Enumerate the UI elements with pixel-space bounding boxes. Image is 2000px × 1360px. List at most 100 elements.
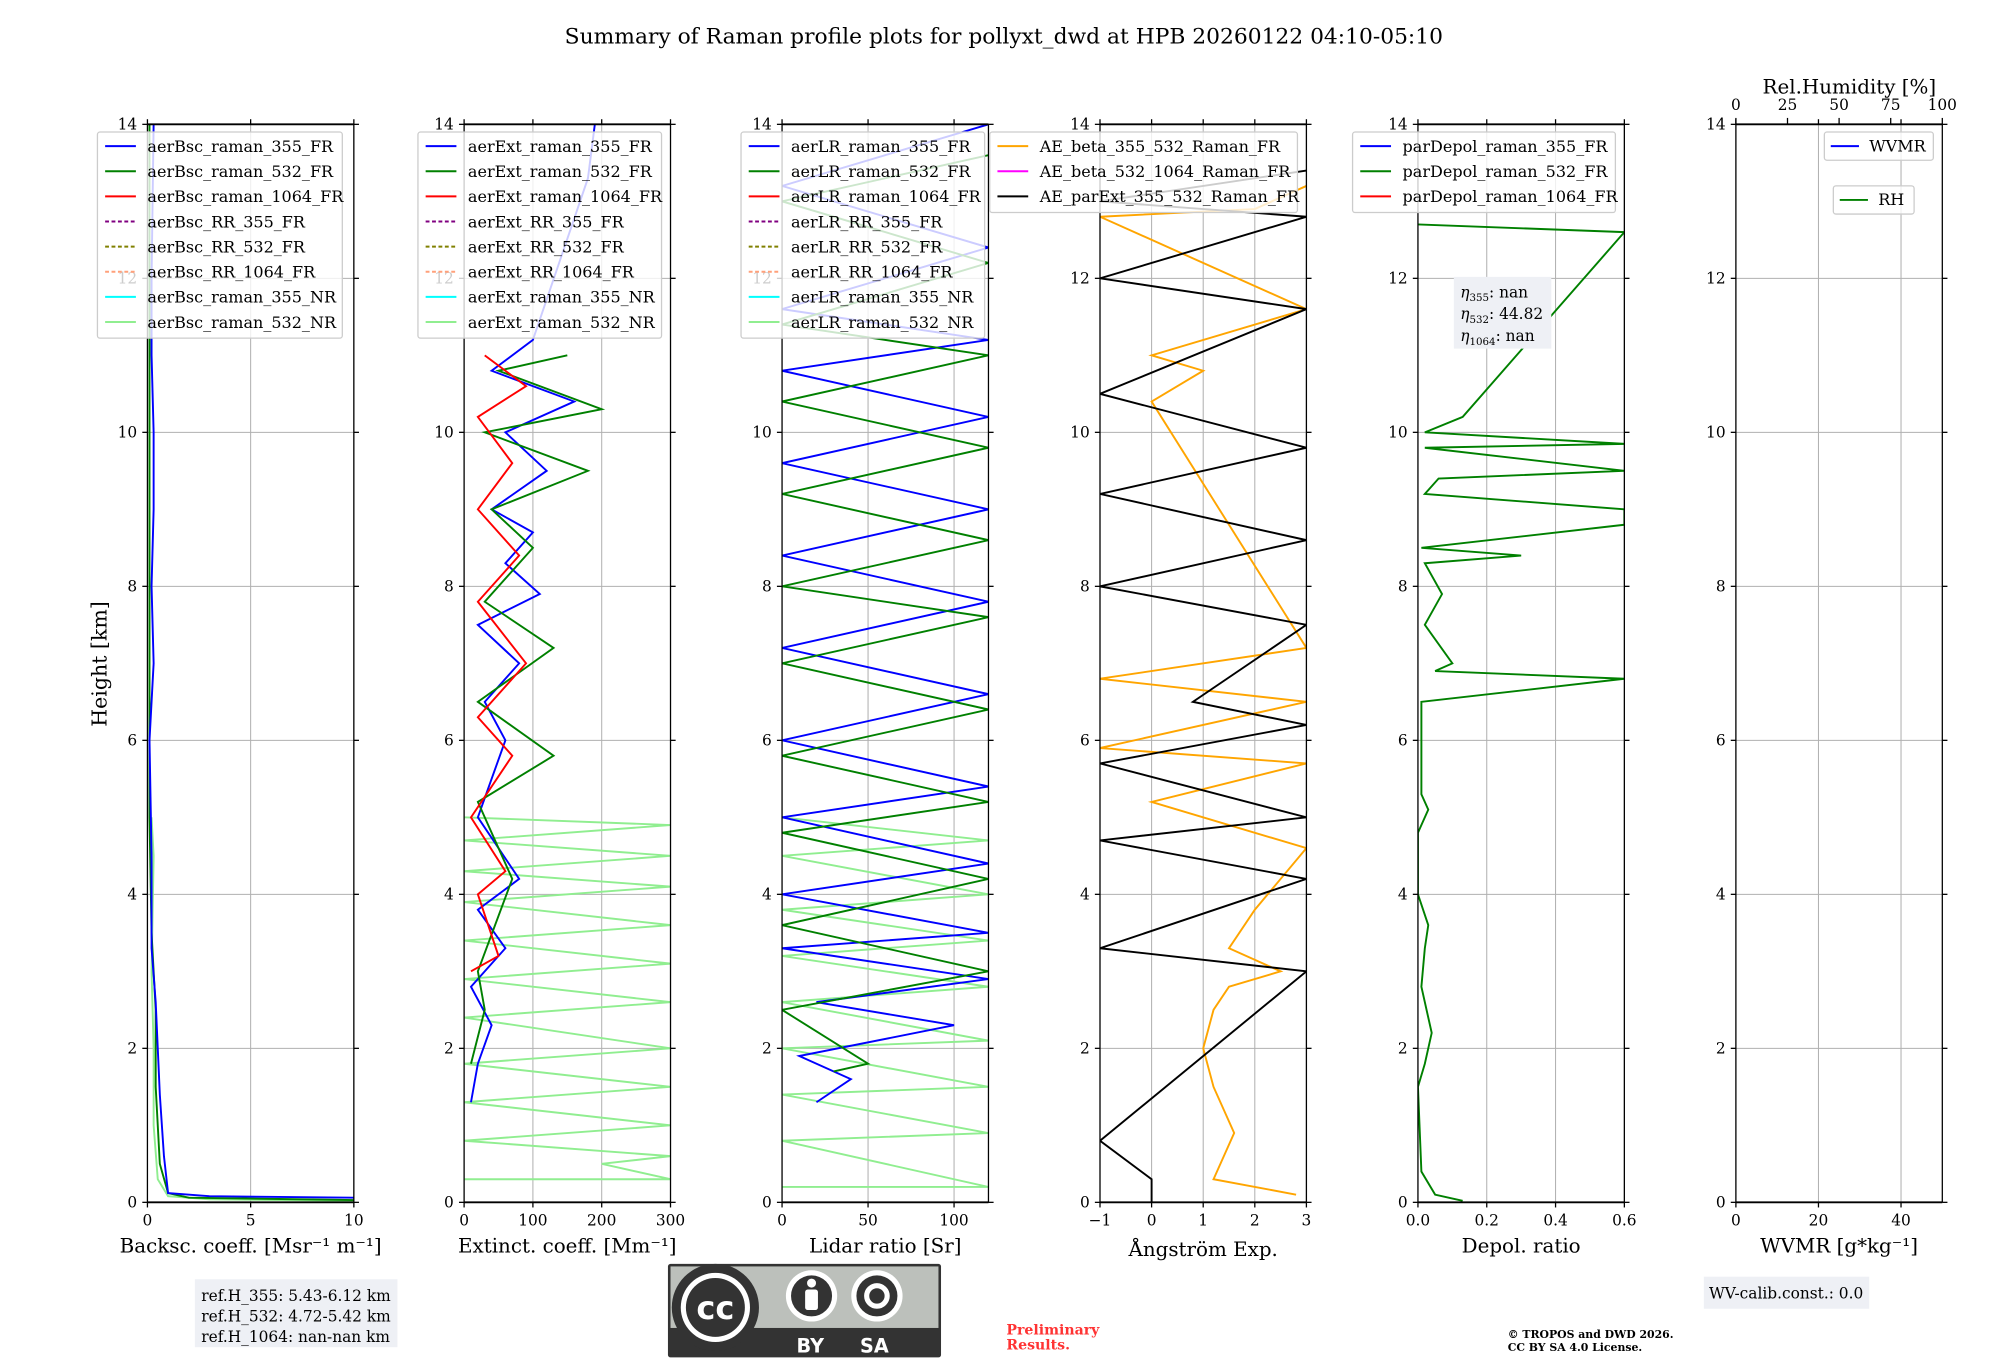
legend-label: aerExt_raman_1064_FR bbox=[468, 187, 663, 206]
top-axis-label: Rel.Humidity [%] bbox=[1763, 76, 1937, 99]
person-icon bbox=[785, 1270, 838, 1322]
series-aerExt_raman_532_FR bbox=[470, 354, 606, 1064]
y-tick-label: 12 bbox=[1706, 269, 1726, 287]
series-group bbox=[782, 124, 989, 1188]
series-aerLR_raman_532_NR bbox=[782, 816, 989, 1188]
preliminary-text: Preliminary bbox=[1006, 1322, 1100, 1338]
ref-height-532: ref.H_532: 4.72-5.42 km bbox=[201, 1308, 391, 1326]
series-aerBsc_raman_355_FR bbox=[148, 124, 354, 1199]
legend-label: aerExt_raman_355_FR bbox=[468, 137, 653, 156]
y-tick-label: 2 bbox=[1398, 1039, 1408, 1057]
legend-box bbox=[1351, 131, 1617, 214]
x-tick-label: 0 bbox=[143, 1211, 153, 1229]
y-tick-label: 0 bbox=[762, 1193, 772, 1211]
ref-height-1064: ref.H_1064: nan-nan km bbox=[201, 1328, 390, 1346]
y-tick-label: 10 bbox=[1070, 423, 1090, 441]
x-tick-label: 2 bbox=[1250, 1211, 1260, 1229]
y-tick-label: 0 bbox=[1398, 1193, 1408, 1211]
x-tick-label: 300 bbox=[656, 1211, 685, 1229]
x-tick-label: 0 bbox=[1731, 1211, 1741, 1229]
legend-label: parDepol_raman_532_FR bbox=[1403, 162, 1609, 181]
y-tick-label: 4 bbox=[1716, 885, 1726, 903]
legend-box bbox=[1823, 131, 1934, 161]
top-x-tick-label: 25 bbox=[1778, 96, 1798, 114]
legend-label: aerBsc_raman_355_FR bbox=[147, 137, 334, 156]
x-axis-label: WVMR [g*kg⁻¹] bbox=[1760, 1234, 1918, 1257]
x-tick-label: 0 bbox=[777, 1211, 787, 1229]
y-tick-label: 10 bbox=[752, 423, 772, 441]
x-tick-label: 0 bbox=[1147, 1211, 1157, 1229]
legend-label: aerBsc_RR_355_FR bbox=[147, 212, 305, 231]
series-aerExt_raman_355_FR bbox=[469, 124, 596, 1103]
eta-box bbox=[1453, 276, 1552, 349]
y-tick-label: 14 bbox=[434, 115, 454, 133]
legend-label: aerExt_raman_532_NR bbox=[468, 313, 656, 332]
y-tick-label: 4 bbox=[444, 885, 454, 903]
panel-2: 010020030002468101214Extinct. coeff. [Mm… bbox=[417, 115, 685, 1257]
cc-logo-text: cc bbox=[696, 1289, 734, 1327]
top-x-tick-label: 0 bbox=[1731, 96, 1741, 114]
legend-label: AE_beta_355_532_Raman_FR bbox=[1039, 137, 1281, 156]
legend-label: WVMR bbox=[1869, 136, 1926, 155]
series-group bbox=[148, 124, 354, 1202]
y-tick-label: 4 bbox=[1398, 885, 1408, 903]
cc-sa-label: SA bbox=[860, 1334, 889, 1357]
legend-box bbox=[1832, 185, 1915, 215]
y-tick-label: 14 bbox=[118, 115, 138, 133]
y-tick-label: 8 bbox=[127, 577, 137, 595]
legend-box bbox=[989, 131, 1299, 214]
y-tick-label: 0 bbox=[444, 1193, 454, 1211]
legend-label: aerLR_raman_355_FR bbox=[791, 137, 971, 156]
y-tick-label: 0 bbox=[127, 1193, 137, 1211]
y-tick-label: 14 bbox=[1070, 115, 1090, 133]
legend-label: aerExt_raman_532_FR bbox=[468, 162, 653, 181]
results-text: Results. bbox=[1006, 1338, 1070, 1354]
wv-calib-box: WV-calib.const.: 0.0 bbox=[1703, 1276, 1870, 1309]
y-tick-label: 14 bbox=[1388, 115, 1408, 133]
legend-label: aerLR_raman_1064_FR bbox=[791, 187, 982, 206]
share-alike-icon bbox=[851, 1270, 903, 1322]
eta-line: η1064: nan bbox=[1460, 327, 1534, 348]
legend-label: aerLR_raman_532_NR bbox=[791, 313, 974, 332]
y-tick-label: 6 bbox=[444, 731, 454, 749]
y-tick-label: 12 bbox=[1070, 269, 1090, 287]
series-group bbox=[1100, 169, 1307, 1203]
y-tick-label: 14 bbox=[752, 115, 772, 133]
legend-label: AE_beta_532_1064_Raman_FR bbox=[1039, 162, 1291, 181]
y-tick-label: 10 bbox=[1706, 423, 1726, 441]
y-tick-label: 6 bbox=[762, 731, 772, 749]
x-tick-label: 5 bbox=[246, 1211, 256, 1229]
x-tick-label: 200 bbox=[587, 1211, 616, 1229]
legend-label: aerLR_raman_355_NR bbox=[791, 288, 974, 307]
legend-WVMR: WVMR bbox=[1823, 131, 1934, 161]
y-tick-label: 8 bbox=[1398, 577, 1408, 595]
x-axis-label: Ångström Exp. bbox=[1128, 1236, 1278, 1261]
y-tick-label: 2 bbox=[1716, 1039, 1726, 1057]
series-aerExt_raman_532_NR bbox=[464, 816, 671, 1181]
x-tick-label: 50 bbox=[858, 1211, 878, 1229]
x-tick-label: 3 bbox=[1302, 1211, 1312, 1229]
x-tick-label: 0.0 bbox=[1406, 1211, 1430, 1229]
panel-3: 05010002468101214Lidar ratio [Sr]aerLR_r… bbox=[740, 115, 994, 1257]
y-tick-label: 8 bbox=[444, 577, 454, 595]
y-axis-label: Height [km] bbox=[87, 601, 111, 727]
legend-label: aerBsc_raman_532_NR bbox=[147, 313, 337, 332]
top-x-tick-label: 75 bbox=[1881, 96, 1901, 114]
legend: parDepol_raman_355_FR parDepol_raman_532_… bbox=[1351, 131, 1619, 214]
x-tick-label: 10 bbox=[344, 1211, 364, 1229]
legend-label: parDepol_raman_355_FR bbox=[1403, 137, 1609, 156]
ref-heights-box: ref.H_355: 5.43-6.12 km ref.H_532: 4.72-… bbox=[194, 1279, 398, 1348]
legend-box bbox=[96, 131, 343, 339]
x-tick-label: 0.4 bbox=[1543, 1211, 1568, 1229]
x-axis-label: Extinct. coeff. [Mm⁻¹] bbox=[458, 1234, 677, 1257]
legend-label: aerExt_RR_1064_FR bbox=[468, 263, 635, 282]
x-axis-label: Depol. ratio bbox=[1462, 1234, 1581, 1257]
legend-label: aerBsc_RR_532_FR bbox=[147, 237, 305, 256]
wv-calib-text: WV-calib.const.: 0.0 bbox=[1709, 1284, 1863, 1302]
y-tick-label: 0 bbox=[1716, 1193, 1726, 1211]
series-aerLR_raman_532_FR bbox=[782, 154, 989, 1073]
top-x-tick-label: 100 bbox=[1928, 96, 1957, 114]
legend-label: aerExt_RR_355_FR bbox=[468, 212, 625, 231]
y-tick-label: 4 bbox=[127, 885, 137, 903]
